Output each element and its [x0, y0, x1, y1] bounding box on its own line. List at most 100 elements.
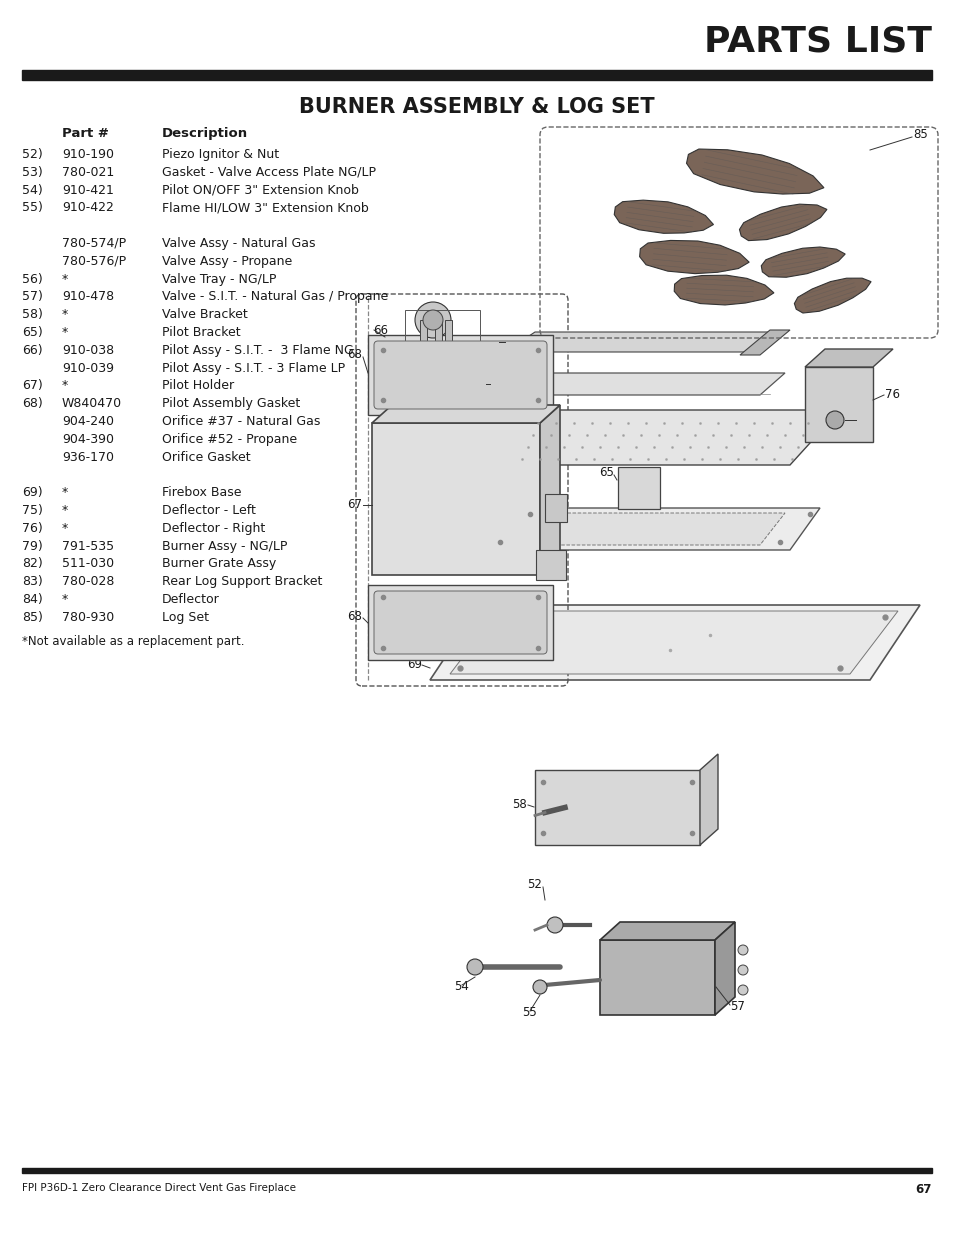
Text: Valve - S.I.T. - Natural Gas / Propane: Valve - S.I.T. - Natural Gas / Propane — [162, 290, 388, 304]
Text: W840470: W840470 — [62, 398, 122, 410]
Text: 52): 52) — [22, 148, 43, 161]
Text: Gasket - Valve Access Plate NG/LP: Gasket - Valve Access Plate NG/LP — [162, 165, 375, 179]
Bar — [405, 354, 479, 366]
Text: 511-030: 511-030 — [62, 557, 114, 571]
Text: 910-422: 910-422 — [62, 201, 113, 215]
Text: Valve Assy - Natural Gas: Valve Assy - Natural Gas — [162, 237, 315, 249]
Text: FPI P36D-1 Zero Clearance Direct Vent Gas Fireplace: FPI P36D-1 Zero Clearance Direct Vent Ga… — [22, 1183, 295, 1193]
Circle shape — [546, 918, 562, 932]
Text: *: * — [62, 504, 69, 517]
Text: Deflector - Right: Deflector - Right — [162, 522, 265, 535]
FancyBboxPatch shape — [374, 341, 546, 409]
Polygon shape — [490, 410, 840, 466]
Circle shape — [738, 945, 747, 955]
FancyBboxPatch shape — [374, 592, 546, 655]
Text: 68): 68) — [22, 398, 43, 410]
Text: Burner Grate Assy: Burner Grate Assy — [162, 557, 276, 571]
Text: Pilot Holder: Pilot Holder — [162, 379, 233, 393]
Polygon shape — [450, 611, 897, 674]
Text: Valve Bracket: Valve Bracket — [162, 309, 248, 321]
Polygon shape — [794, 278, 870, 312]
Text: *: * — [62, 273, 69, 285]
Text: 53): 53) — [22, 165, 43, 179]
Text: 57: 57 — [729, 1000, 744, 1014]
Text: 54: 54 — [454, 981, 469, 993]
Text: 79): 79) — [22, 540, 43, 552]
Text: 54): 54) — [22, 184, 43, 196]
Text: Orifice #52 - Propane: Orifice #52 - Propane — [162, 432, 296, 446]
Text: 66): 66) — [22, 343, 43, 357]
Text: 85): 85) — [22, 611, 43, 624]
Bar — [22, 1168, 931, 1173]
Text: 55): 55) — [22, 201, 43, 215]
Text: 75: 75 — [470, 361, 484, 373]
Circle shape — [467, 960, 482, 974]
Text: Pilot ON/OFF 3" Extension Knob: Pilot ON/OFF 3" Extension Knob — [162, 184, 358, 196]
Text: 65: 65 — [598, 467, 614, 479]
Text: 780-028: 780-028 — [62, 576, 114, 588]
Text: 69: 69 — [407, 658, 421, 672]
Text: 780-930: 780-930 — [62, 611, 114, 624]
Polygon shape — [539, 405, 559, 576]
Polygon shape — [739, 204, 826, 241]
Circle shape — [738, 986, 747, 995]
Text: 56: 56 — [524, 489, 539, 501]
Text: 68: 68 — [347, 610, 361, 624]
Circle shape — [825, 411, 843, 429]
Text: Orifice Gasket: Orifice Gasket — [162, 451, 251, 463]
Polygon shape — [714, 923, 734, 1015]
Text: 66: 66 — [373, 324, 388, 336]
Text: Log Set: Log Set — [162, 611, 209, 624]
Polygon shape — [519, 513, 784, 545]
Bar — [368, 585, 553, 659]
Text: Pilot Assy - S.I.T. -  3 Flame NG: Pilot Assy - S.I.T. - 3 Flame NG — [162, 343, 354, 357]
Text: 67): 67) — [22, 379, 43, 393]
Text: 780-021: 780-021 — [62, 165, 114, 179]
Polygon shape — [614, 200, 713, 233]
Text: *: * — [62, 326, 69, 338]
Bar — [535, 769, 700, 845]
Circle shape — [738, 965, 747, 974]
Polygon shape — [686, 149, 823, 194]
Text: PARTS LIST: PARTS LIST — [703, 25, 931, 59]
Text: Valve Assy - Propane: Valve Assy - Propane — [162, 254, 292, 268]
Text: 904-240: 904-240 — [62, 415, 113, 429]
Text: 82): 82) — [22, 557, 43, 571]
Bar — [435, 320, 441, 370]
Text: 83: 83 — [483, 336, 497, 348]
Text: Firebox Base: Firebox Base — [162, 487, 241, 499]
Text: *Not available as a replacement part.: *Not available as a replacement part. — [22, 635, 244, 647]
Text: Pilot Bracket: Pilot Bracket — [162, 326, 240, 338]
Text: Description: Description — [162, 127, 248, 140]
Text: 910-421: 910-421 — [62, 184, 113, 196]
Polygon shape — [674, 275, 773, 305]
Text: 55: 55 — [522, 1007, 537, 1020]
Text: 57): 57) — [22, 290, 43, 304]
Text: 82: 82 — [470, 378, 484, 390]
Text: *: * — [62, 309, 69, 321]
Text: 53: 53 — [470, 522, 484, 536]
Text: 910-190: 910-190 — [62, 148, 113, 161]
Text: 58: 58 — [512, 799, 526, 811]
Bar — [618, 467, 659, 509]
Text: Rear Log Support Bracket: Rear Log Support Bracket — [162, 576, 322, 588]
Text: 84): 84) — [22, 593, 43, 606]
Circle shape — [415, 303, 451, 338]
Text: 76: 76 — [884, 389, 899, 401]
Text: 75): 75) — [22, 504, 43, 517]
Text: *: * — [62, 593, 69, 606]
Bar — [368, 335, 553, 415]
Circle shape — [422, 310, 442, 330]
Polygon shape — [599, 923, 734, 940]
Polygon shape — [490, 508, 820, 550]
Text: 791-535: 791-535 — [62, 540, 114, 552]
Text: 780-574/P: 780-574/P — [62, 237, 126, 249]
Text: 58): 58) — [22, 309, 43, 321]
Text: Deflector - Left: Deflector - Left — [162, 504, 255, 517]
Bar — [536, 550, 565, 580]
Text: 65: 65 — [517, 589, 532, 601]
Circle shape — [533, 981, 546, 994]
Text: Pilot Assembly Gasket: Pilot Assembly Gasket — [162, 398, 300, 410]
Bar — [599, 940, 714, 1015]
Polygon shape — [372, 405, 559, 424]
